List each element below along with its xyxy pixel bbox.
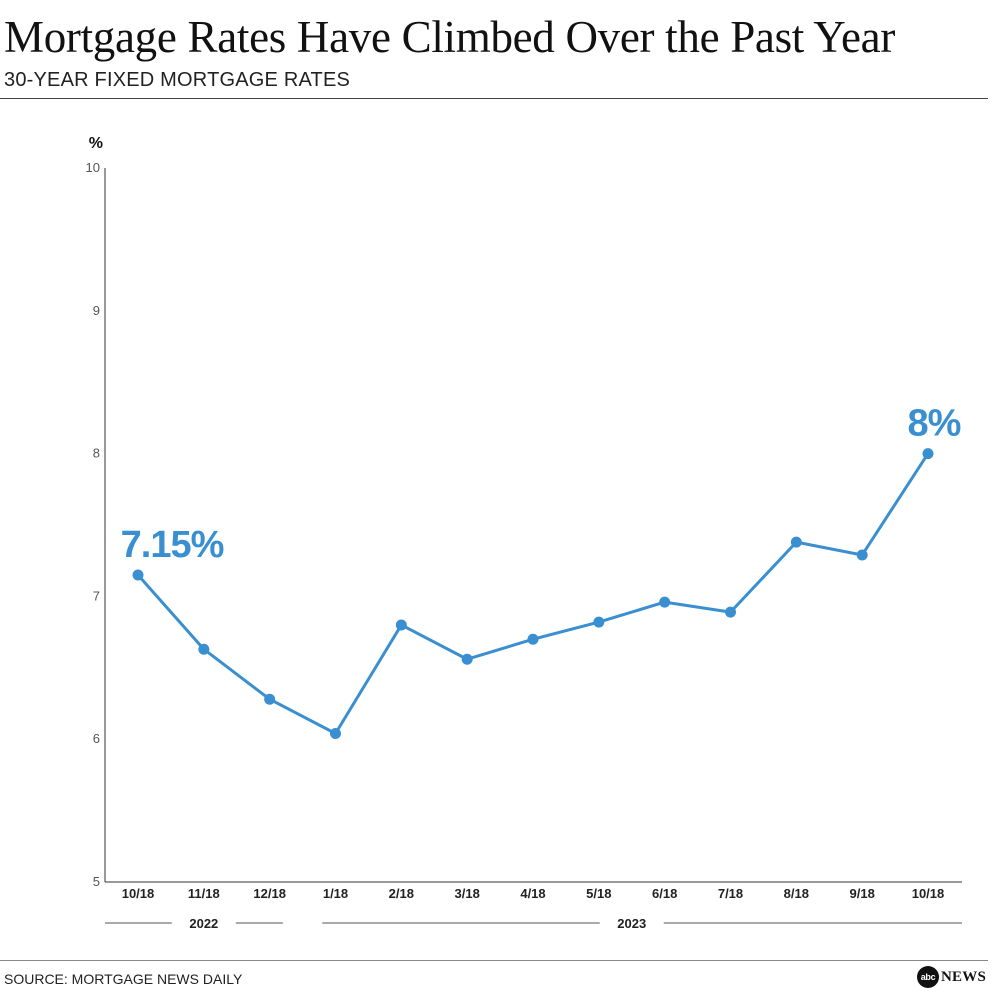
x-tick-label: 10/18	[912, 886, 945, 901]
y-tick-label: 10	[86, 160, 100, 175]
data-point	[461, 653, 473, 665]
y-tick-label: 6	[93, 731, 100, 746]
x-tick-label: 6/18	[652, 886, 677, 901]
abc-logo-mark: abc	[917, 966, 940, 988]
series-line	[136, 452, 930, 735]
x-tick-label: 3/18	[455, 886, 480, 901]
chart-title: Mortgage Rates Have Climbed Over the Pas…	[4, 12, 896, 62]
x-tick-label: 4/18	[520, 886, 545, 901]
data-point	[132, 569, 144, 581]
value-annotation: 8%	[908, 403, 961, 445]
header-divider	[0, 98, 988, 99]
x-tick-label: 10/18	[122, 886, 155, 901]
source-note: SOURCE: MORTGAGE NEWS DAILY	[4, 971, 243, 987]
x-tick-label: 2/18	[389, 886, 414, 901]
chart-subtitle: 30-YEAR FIXED MORTGAGE RATES	[4, 69, 351, 91]
data-point	[856, 549, 868, 561]
x-tick-label: 9/18	[850, 886, 875, 901]
x-tick-label: 11/18	[188, 886, 220, 901]
year-group-label: 2023	[617, 916, 646, 931]
x-tick-label: 7/18	[718, 886, 743, 901]
x-tick-label: 8/18	[784, 886, 809, 901]
x-tick-label: 12/18	[253, 886, 286, 901]
year-group-label: 2022	[189, 916, 218, 931]
chart-canvas: % 5 6 7 8 9 10 10/18 11/18 12/18 1/18 2/18 3/18 4/18 5…	[86, 135, 962, 931]
value-annotation: 7.15%	[121, 524, 224, 566]
line-chart: % 5 6 7 8 9 10 10/18 11/18 12/18 1/18 2/18 3/18 4/18 5…	[0, 120, 992, 940]
data-point	[527, 633, 539, 645]
footer-divider	[0, 960, 988, 961]
data-point	[725, 606, 736, 618]
data-point	[330, 727, 341, 739]
y-axis-unit-label: %	[89, 135, 103, 152]
data-point	[593, 616, 605, 628]
y-tick-label: 8	[93, 446, 100, 461]
news-logo-text: NEWS	[941, 968, 986, 985]
y-tick-label: 9	[93, 303, 100, 318]
data-point	[264, 693, 276, 705]
data-point	[790, 536, 802, 548]
x-tick-label: 1/18	[323, 886, 348, 901]
data-point	[922, 448, 934, 460]
abc-news-logo: abc NEWS	[917, 966, 986, 988]
data-point	[198, 643, 210, 655]
y-tick-label: 7	[93, 588, 100, 603]
y-tick-label: 5	[93, 874, 100, 889]
data-point	[659, 596, 671, 608]
data-point	[395, 619, 407, 631]
x-tick-label: 5/18	[586, 886, 611, 901]
